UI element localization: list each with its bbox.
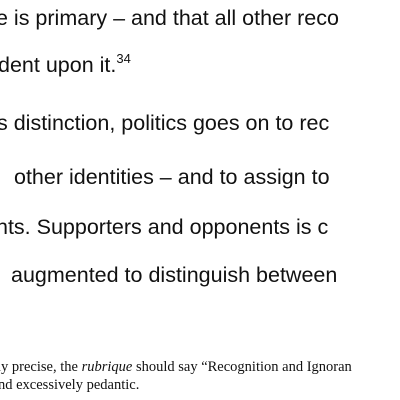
footnote-reference: 34 (116, 51, 131, 66)
footnote-line-2: nd excessively pedantic. (0, 376, 139, 394)
footnote-line-1-tail: should say “Recognition and Ignoran (132, 359, 352, 375)
paragraph-1-line-2-text: dent upon it. (0, 53, 117, 77)
paragraph-2-line-2: other identities – and to assign to (14, 164, 330, 190)
paragraph-2-line-4-text: augmented to distinguish between (11, 263, 338, 287)
footnote-line-2-text: nd excessively pedantic. (0, 377, 140, 393)
footnote-line-1-lead: ly precise, the (0, 359, 82, 375)
footnote-line-1: ly precise, the rubrique should say “Rec… (0, 358, 352, 376)
paragraph-2-line-2-text: other identities – and to assign to (14, 165, 330, 189)
paragraph-2-line-4: augmented to distinguish between (11, 262, 337, 288)
paragraph-2-line-3-text: nts. Supporters and opponents is c (0, 215, 329, 239)
paragraph-1-line-1: e is primary – and that all other reco (0, 5, 339, 31)
paragraph-2-line-1-text: s distinction, politics goes on to rec (0, 111, 330, 135)
paragraph-1-line-2: dent upon it.34 (0, 52, 131, 78)
paragraph-1-line-1-text: e is primary – and that all other reco (0, 6, 339, 30)
paragraph-2-line-1: s distinction, politics goes on to rec (0, 110, 329, 136)
footnote-italic-term: rubrique (81, 359, 133, 375)
paragraph-2-line-3: nts. Supporters and opponents is c (0, 214, 328, 240)
